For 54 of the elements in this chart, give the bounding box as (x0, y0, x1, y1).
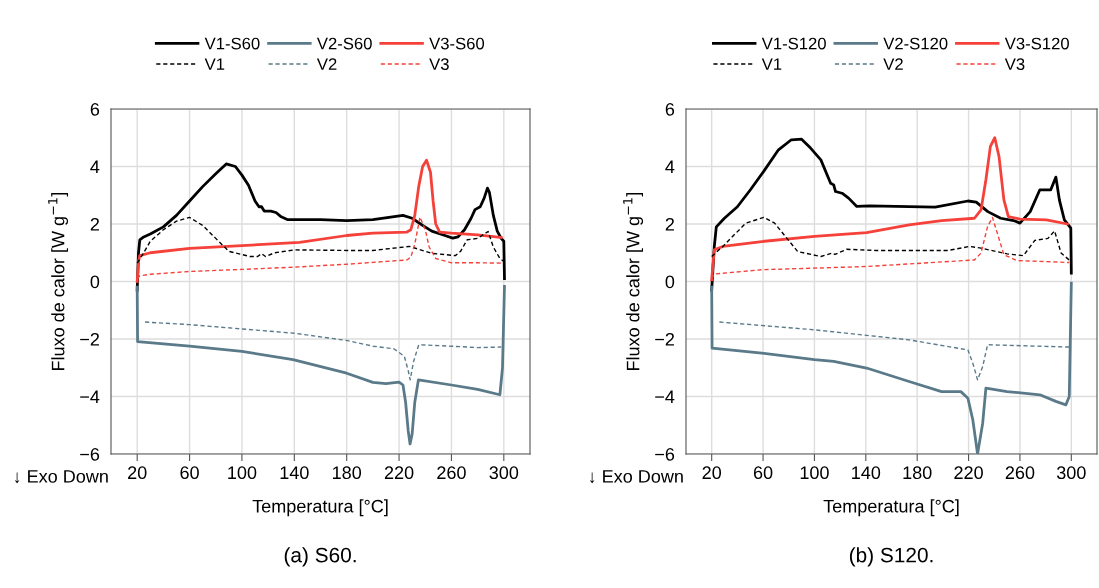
legend-label: V2-S120 (883, 37, 948, 50)
line-series (710, 281, 1073, 454)
y-tick-label: 6 (665, 102, 675, 116)
x-tick-label: 140 (280, 466, 309, 480)
y-tick-label: −6 (655, 447, 675, 461)
legend-label: V3 (429, 58, 449, 71)
legend-label: V1 (204, 58, 225, 70)
legend-label: V1-S60 (204, 37, 260, 50)
legend-label: V1 (761, 58, 782, 70)
line-series (144, 321, 502, 381)
x-tick-label: 20 (128, 466, 147, 480)
text: ↓ Exo Down (590, 470, 683, 484)
x-tick-label: 260 (1005, 466, 1035, 480)
y-tick-label: 4 (665, 160, 675, 174)
x-tick-label: 100 (228, 466, 257, 480)
x-axis-title: Temperatura [°C] (252, 499, 388, 517)
x-axis-title: Temperatura [°C] (823, 499, 959, 517)
x-tick-label: 300 (1056, 466, 1086, 480)
x-tick-label: 60 (180, 466, 199, 480)
x-tick-label: 220 (954, 466, 983, 480)
x-tick-label: 100 (800, 466, 829, 480)
x-tick-label: 220 (384, 466, 414, 480)
x-tick-label: 20 (702, 466, 722, 480)
text: ↓ Exo Down (14, 470, 108, 484)
x-tick-label: 180 (333, 466, 362, 480)
y-tick-label: 0 (90, 275, 100, 289)
x-tick-label: 180 (903, 466, 932, 480)
x-tick-label: 140 (852, 466, 881, 480)
y-tick-label: −6 (80, 447, 100, 461)
line-series (718, 321, 1070, 381)
legend-label: V3-S120 (1004, 37, 1069, 50)
text: (b) S120. (849, 547, 933, 567)
y-tick-label: 4 (90, 160, 100, 174)
text: (a) S60. (284, 547, 356, 567)
legend-label: V2 (316, 58, 337, 70)
line-series (135, 285, 506, 446)
legend-label: V2-S60 (316, 37, 372, 50)
legend-label: V1-S120 (761, 37, 826, 50)
y-tick-label: 2 (665, 217, 674, 231)
y-tick-label: 2 (90, 217, 99, 231)
legend-label: V3-S60 (429, 37, 485, 50)
y-axis-title: Fluxo de calor [W g$^{−1}$] (623, 192, 644, 371)
x-tick-label: 60 (753, 466, 773, 480)
x-tick-label: 260 (437, 466, 466, 480)
legend-label: V3 (1004, 58, 1025, 71)
y-tick-label: 0 (665, 275, 675, 289)
y-tick-label: 6 (90, 102, 100, 116)
y-tick-label: −4 (655, 390, 675, 404)
y-axis-title: Fluxo de calor [W g$^{−1}$] (48, 192, 69, 371)
legend-label: V2 (883, 58, 903, 70)
y-tick-label: −2 (80, 332, 99, 346)
y-tick-label: −2 (655, 332, 674, 346)
y-tick-label: −4 (80, 390, 100, 404)
x-tick-label: 300 (489, 466, 519, 480)
